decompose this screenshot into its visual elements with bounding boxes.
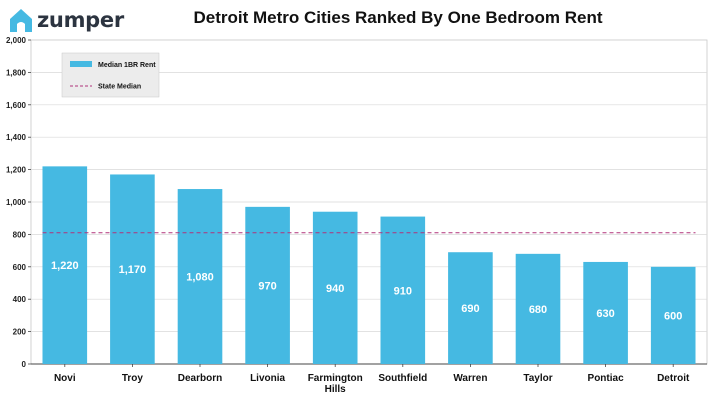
y-tick-label: 1,600 [6, 101, 27, 110]
y-tick-label: 200 [13, 328, 27, 337]
x-tick-label: Southfield [378, 373, 427, 384]
x-tick-label: Farmington [308, 373, 363, 384]
bar-value-label: 600 [664, 310, 682, 322]
bar [583, 261, 628, 364]
x-tick-label: Troy [122, 373, 144, 384]
bar-value-label: 630 [596, 308, 614, 320]
y-tick-label: 1,200 [6, 166, 27, 175]
header: zumper Detroit Metro Cities Ranked By On… [0, 0, 720, 36]
y-tick-label: 600 [13, 263, 27, 272]
x-tick-label: Livonia [250, 373, 285, 384]
y-tick-label: 1,000 [6, 198, 27, 207]
house-icon [10, 9, 32, 32]
bar [380, 216, 426, 364]
bar [177, 189, 223, 364]
y-tick-label: 400 [13, 295, 27, 304]
legend-swatch-bar [70, 61, 92, 67]
bar [650, 266, 696, 364]
legend-label-line: State Median [98, 84, 141, 91]
zumper-logo[interactable]: zumper [8, 6, 124, 34]
bar-value-label: 1,080 [186, 272, 214, 284]
bar [448, 252, 493, 364]
bar [515, 253, 561, 364]
y-tick-label: 800 [13, 230, 27, 239]
bar-value-label: 1,220 [51, 260, 79, 272]
y-tick-label: 2,000 [6, 36, 27, 45]
y-tick-label: 0 [22, 360, 27, 369]
x-tick-label: Novi [54, 373, 76, 384]
logo-text: zumper [37, 8, 124, 32]
x-tick-label: Detroit [657, 373, 690, 384]
x-tick-label: Hills [325, 384, 347, 395]
bar-value-label: 910 [394, 285, 412, 297]
bar-value-label: 970 [258, 280, 276, 292]
bar-value-label: 1,170 [119, 264, 147, 276]
bar-value-label: 690 [461, 303, 479, 315]
legend-label-bar: Median 1BR Rent [98, 62, 156, 69]
x-tick-label: Dearborn [178, 373, 222, 384]
bar [110, 174, 155, 364]
y-tick-label: 1,800 [6, 68, 27, 77]
y-tick-label: 1,400 [6, 133, 27, 142]
bar [42, 166, 88, 364]
x-tick-label: Warren [453, 373, 487, 384]
bar-value-label: 680 [529, 304, 547, 316]
chart-title: Detroit Metro Cities Ranked By One Bedro… [193, 8, 603, 27]
bar-value-label: 940 [326, 283, 344, 295]
legend-box [61, 52, 160, 98]
bar [312, 211, 358, 364]
x-tick-label: Pontiac [588, 373, 625, 384]
x-tick-label: Taylor [523, 373, 552, 384]
